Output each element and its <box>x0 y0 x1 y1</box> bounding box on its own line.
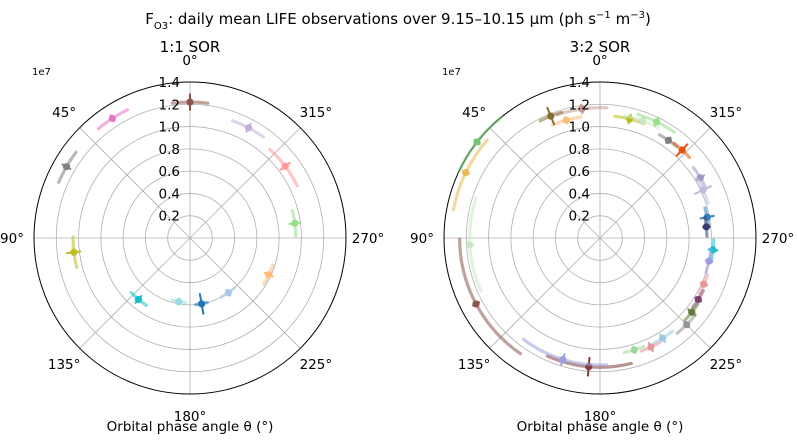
data-point <box>700 280 708 288</box>
x-axis-label: Orbital phase angle θ (°) <box>517 419 684 435</box>
r-tick-label: 0.2 <box>159 209 180 225</box>
data-point <box>688 308 696 316</box>
theta-gridline <box>189 237 301 349</box>
data-point <box>683 321 691 329</box>
theta-gridline <box>599 237 711 349</box>
data-point <box>547 112 555 120</box>
figure-suptitle: FO3: daily mean LIFE observations over 9… <box>145 10 651 32</box>
theta-tick-label: 90° <box>410 231 434 247</box>
theta-tick-label: 315° <box>300 105 333 121</box>
data-point <box>639 117 647 125</box>
theta-tick-label: 180° <box>584 409 617 425</box>
r-tick-label: 0.4 <box>159 186 180 202</box>
data-point <box>265 271 273 279</box>
data-point <box>699 186 707 194</box>
data-point <box>186 98 194 106</box>
theta-tick-label: 180° <box>174 409 207 425</box>
theta-gridline <box>489 237 601 349</box>
data-point <box>466 241 474 249</box>
data-point <box>658 334 667 342</box>
r-tick-label: 1.4 <box>159 75 180 91</box>
data-point <box>472 300 480 308</box>
data-point <box>559 355 567 364</box>
data-point <box>678 146 686 154</box>
theta-gridline <box>599 127 711 239</box>
data-point <box>198 300 206 308</box>
theta-tick-label: 0° <box>592 53 607 69</box>
panel-title: 1:1 SOR <box>160 38 221 56</box>
data-point <box>70 248 78 256</box>
data-point <box>630 346 638 354</box>
data-point <box>664 136 672 144</box>
theta-gridline <box>79 127 191 239</box>
theta-gridline <box>489 127 601 239</box>
panel-title: 3:2 SOR <box>570 38 631 56</box>
data-point <box>175 298 183 306</box>
data-point <box>562 116 570 124</box>
data-point <box>62 163 71 171</box>
data-point <box>653 118 661 126</box>
theta-tick-label: 90° <box>0 231 24 247</box>
theta-tick-label: 0° <box>182 53 197 69</box>
data-point <box>244 124 253 132</box>
data-point <box>578 105 586 113</box>
r-scale-label: 1e7 <box>442 67 461 78</box>
data-point <box>694 295 702 304</box>
r-tick-label: 1.4 <box>569 75 590 91</box>
theta-tick-label: 135° <box>458 357 491 373</box>
r-tick-label: 0.8 <box>159 142 180 158</box>
theta-tick-label: 225° <box>300 357 333 373</box>
r-scale-label: 1e7 <box>32 67 51 78</box>
data-point <box>281 162 289 170</box>
theta-gridline <box>189 127 301 239</box>
theta-tick-label: 270° <box>352 231 385 247</box>
data-point <box>134 295 143 304</box>
polar-spine <box>443 81 757 395</box>
theta-tick-label: 225° <box>710 357 743 373</box>
r-tick-label: 1.0 <box>159 120 180 136</box>
polar-panel-3-2-sor: 0.2 0.4 0.6 0.8 1.0 1.2 1.40° 45° 90° 135° 180° 225… <box>410 38 794 435</box>
data-point <box>291 219 299 227</box>
r-tick-label: 1.0 <box>569 120 590 136</box>
r-tick-label: 0.8 <box>569 142 590 158</box>
x-axis-label: Orbital phase angle θ (°) <box>107 419 274 435</box>
data-point <box>462 168 470 177</box>
data-point <box>702 223 710 231</box>
r-tick-label: 1.2 <box>159 97 180 113</box>
theta-tick-label: 135° <box>48 357 81 373</box>
theta-tick-label: 45° <box>462 105 486 121</box>
data-point <box>473 138 481 146</box>
data-point <box>647 343 655 351</box>
r-tick-label: 0.4 <box>569 186 590 202</box>
r-tick-label: 0.6 <box>569 164 590 180</box>
r-tick-label: 0.2 <box>569 209 590 225</box>
data-point <box>705 257 713 265</box>
data-point <box>108 114 116 122</box>
theta-tick-label: 45° <box>52 105 76 121</box>
theta-tick-label: 270° <box>762 231 795 247</box>
data-point <box>224 289 232 297</box>
theta-gridline <box>79 237 191 349</box>
r-tick-label: 0.6 <box>159 164 180 180</box>
polar-panel-1-1-sor: 0.2 0.4 0.6 0.8 1.0 1.2 1.40° 45° 90° 135° 180° 225… <box>0 38 384 435</box>
r-tick-label: 1.2 <box>569 97 590 113</box>
theta-tick-label: 315° <box>710 105 743 121</box>
polar-spine <box>33 81 347 395</box>
